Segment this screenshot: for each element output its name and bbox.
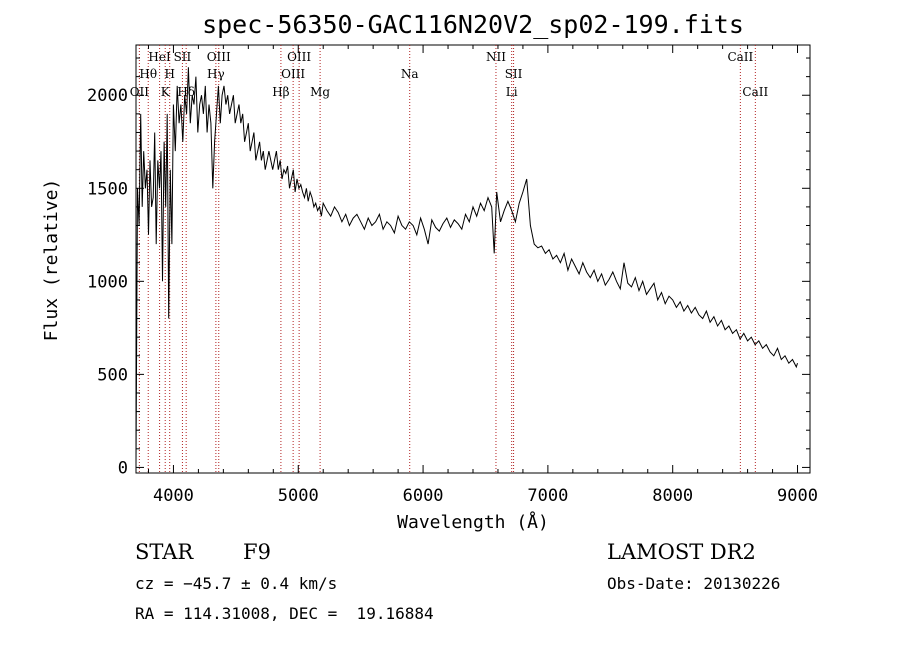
object-class: STAR bbox=[135, 540, 194, 564]
survey-name: LAMOST DR2 bbox=[607, 540, 756, 564]
line-marker-label: OIII bbox=[281, 67, 305, 81]
x-tick-label: 7000 bbox=[527, 486, 568, 506]
chart-title: spec-56350-GAC116N20V2_sp02-199.fits bbox=[202, 10, 744, 39]
object-subclass: F9 bbox=[243, 540, 271, 564]
line-marker-label: CaII bbox=[742, 85, 768, 99]
line-marker-label: NII bbox=[486, 50, 506, 64]
line-marker-label: Mg bbox=[310, 85, 330, 99]
x-tick-label: 6000 bbox=[403, 486, 444, 506]
y-axis-label: Flux (relative) bbox=[41, 179, 62, 342]
line-marker-label: Na bbox=[401, 67, 419, 81]
x-tick-label: 9000 bbox=[777, 486, 818, 506]
plot-frame bbox=[135, 44, 811, 474]
y-tick-label: 2000 bbox=[87, 86, 128, 106]
y-tick-label: 0 bbox=[118, 458, 128, 478]
line-marker-label: SII bbox=[505, 67, 523, 81]
x-axis-ticks: 4000 5000 6000 7000 8000 9000 bbox=[147, 45, 818, 506]
x-tick-label: 8000 bbox=[652, 486, 693, 506]
y-tick-label: 500 bbox=[97, 365, 128, 385]
line-marker-label: HeI bbox=[148, 50, 171, 64]
spectrum-line bbox=[135, 67, 798, 464]
line-marker-label: K bbox=[161, 85, 171, 99]
y-tick-label: 1500 bbox=[87, 179, 128, 199]
line-marker-label: OIII bbox=[287, 50, 311, 64]
line-marker-label: Hθ bbox=[139, 67, 157, 81]
coordinates: RA = 114.31008, DEC = 19.16884 bbox=[135, 604, 434, 623]
line-marker-label: Li bbox=[506, 85, 518, 99]
line-marker-label: SII bbox=[174, 50, 192, 64]
x-tick-label: 4000 bbox=[153, 486, 194, 506]
line-marker-label: Hγ bbox=[207, 67, 225, 81]
line-marker-label: CaII bbox=[727, 50, 753, 64]
x-axis-label: Wavelength (Å) bbox=[397, 511, 549, 533]
redshift-text: cz = −45.7 ± 0.4 km/s bbox=[135, 574, 338, 593]
line-marker-label: OIII bbox=[207, 50, 231, 64]
x-tick-label: 5000 bbox=[278, 486, 319, 506]
line-marker-label: H bbox=[164, 67, 174, 81]
line-markers: OIIHθHeIKHSIIHδHγOIIIHβOIIIOIIIMgNaNIILi… bbox=[130, 45, 768, 473]
line-marker-label: Hβ bbox=[272, 85, 289, 99]
line-marker-label: OII bbox=[130, 85, 150, 99]
y-axis-ticks: 0 500 1000 1500 2000 bbox=[87, 57, 810, 478]
obs-date: Obs-Date: 20130226 bbox=[607, 574, 781, 593]
line-marker-label: Hδ bbox=[177, 85, 195, 99]
y-tick-label: 1000 bbox=[87, 272, 128, 292]
